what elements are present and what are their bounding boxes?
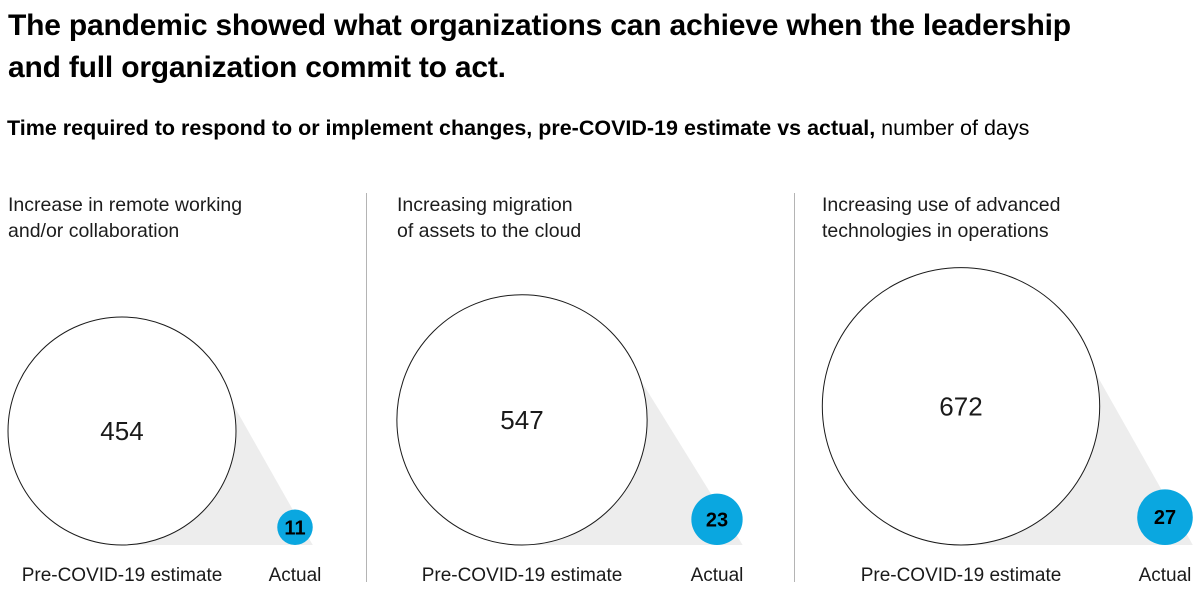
chart-subtitle-bold: Time required to respond to or implement… <box>7 116 876 140</box>
actual-value: 11 <box>284 517 305 539</box>
actual-value: 23 <box>706 509 728 531</box>
estimate-circle <box>7 316 237 546</box>
panel-heading-cloud-migration: Increasing migration of assets to the cl… <box>397 192 581 244</box>
panel-heading-line: of assets to the cloud <box>397 220 582 242</box>
actual-axis-label: Actual <box>691 565 744 586</box>
chart-subtitle: Time required to respond to or implement… <box>7 115 1197 141</box>
chart-subtitle-regular: number of days <box>875 116 1030 140</box>
actual-axis-label: Actual <box>1139 565 1192 586</box>
panel-heading-remote-working: Increase in remote working and/or collab… <box>8 192 242 244</box>
actual-circle <box>1137 489 1193 545</box>
panel-heading-line: Increasing use of advanced <box>822 194 1061 216</box>
panel-heading-line: technologies in operations <box>822 220 1049 242</box>
panel-heading-advanced-tech: Increasing use of advanced technologies … <box>822 192 1061 244</box>
estimate-axis-label: Pre-COVID-19 estimate <box>861 565 1062 586</box>
chart-title: The pandemic showed what organizations c… <box>8 5 1168 89</box>
estimate-circle <box>821 267 1101 546</box>
panel-heading-line: Increasing migration <box>397 194 573 216</box>
chart-title-line-2: and full organization commit to act. <box>8 51 506 84</box>
estimate-value: 454 <box>100 416 143 446</box>
estimate-axis-label: Pre-COVID-19 estimate <box>422 565 623 586</box>
actual-circle <box>691 493 743 545</box>
chart-title-line-1: The pandemic showed what organizations c… <box>8 9 1071 42</box>
estimate-circle <box>396 294 648 546</box>
actual-axis-label: Actual <box>269 565 322 586</box>
panel-heading-line: and/or collaboration <box>8 220 180 242</box>
actual-circle <box>277 509 313 545</box>
estimate-axis-label: Pre-COVID-19 estimate <box>22 565 223 586</box>
estimate-value: 547 <box>500 405 543 435</box>
panel-heading-line: Increase in remote working <box>8 194 243 216</box>
actual-value: 27 <box>1154 507 1176 529</box>
estimate-value: 672 <box>939 391 982 421</box>
